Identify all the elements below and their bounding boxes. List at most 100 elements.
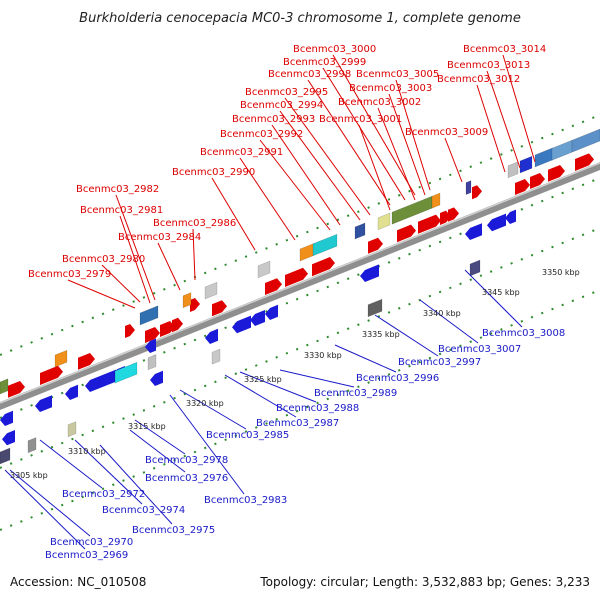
gene-box [534, 147, 554, 168]
accession-text: Accession: NC_010508 [10, 575, 146, 589]
gene-box [354, 222, 366, 240]
gene-label-forward: Bcenmc03_2984 [118, 232, 201, 243]
gene-label-forward: Bcenmc03_3002 [338, 97, 421, 108]
scale-tick-label: 3320 kbp [186, 399, 224, 408]
leader-line [211, 177, 256, 251]
gene-box [204, 281, 218, 300]
leader-line [374, 314, 439, 357]
scale-tick-label: 3335 kbp [362, 330, 400, 339]
gene-label-forward: Bcenmc03_2982 [76, 184, 159, 195]
gene-forward-arrow [78, 353, 95, 370]
gene-label-reverse: Bcenmc03_2989 [314, 388, 397, 399]
gene-forward-arrow [125, 324, 135, 338]
gene-label-forward: Bcenmc03_3012 [437, 74, 520, 85]
gene-box [67, 421, 77, 438]
gene-label-forward: Bcenmc03_3009 [405, 127, 488, 138]
leader-line [239, 157, 296, 241]
gene-reverse-arrow [505, 209, 516, 224]
gene-box [139, 305, 159, 326]
gene-forward-arrow [145, 327, 160, 343]
gene-features [0, 128, 600, 465]
gene-reverse-arrow [150, 370, 163, 386]
gene-label-forward: Bcenmc03_3014 [463, 44, 546, 55]
leader-line [67, 279, 136, 309]
leader-line [279, 369, 355, 388]
gene-box [551, 139, 573, 161]
leader-line [129, 429, 186, 473]
gene-box [54, 349, 68, 368]
scale-tick-label: 3315 kbp [128, 422, 166, 431]
gene-box [27, 437, 37, 454]
leader-line [419, 299, 479, 344]
gene-forward-arrow [312, 257, 335, 277]
gene-label-forward: Bcenmc03_2990 [172, 167, 255, 178]
gene-forward-arrow [575, 153, 594, 171]
leader-line [39, 439, 103, 489]
gene-label-reverse: Bcenmc03_2987 [256, 418, 339, 429]
gene-box [431, 192, 441, 209]
scale-tick-label: 3345 kbp [482, 288, 520, 297]
leader-line [224, 374, 297, 418]
gene-forward-arrow [285, 267, 308, 287]
leader-line [395, 79, 431, 191]
gene-label-reverse: Bcenmc03_3007 [438, 344, 521, 355]
gene-box [299, 243, 315, 262]
gene-forward-arrow [160, 321, 175, 337]
gene-forward-arrow [172, 317, 183, 333]
gene-forward-arrow [448, 207, 459, 222]
gene-reverse-arrow [0, 410, 13, 426]
leader-line [334, 344, 397, 373]
gene-label-reverse: Bcenmc03_2972 [62, 489, 145, 500]
gene-forward-arrow [40, 365, 63, 385]
gene-reverse-arrow [85, 369, 116, 392]
gene-box [377, 212, 391, 231]
leader-line [99, 444, 173, 525]
gene-box [465, 180, 472, 195]
label-leader-lines [4, 54, 536, 550]
gene-label-forward: Bcenmc03_2994 [240, 100, 323, 111]
gene-reverse-arrow [232, 315, 251, 334]
gene-box [182, 292, 192, 309]
leader-line [444, 137, 463, 183]
leader-line [388, 93, 426, 196]
scale-tick-label: 3325 kbp [244, 375, 282, 384]
gene-box [211, 348, 221, 365]
gene-label-forward: Bcenmc03_2979 [28, 269, 111, 280]
gene-box [147, 354, 157, 371]
gene-label-forward: Bcenmc03_3013 [447, 60, 530, 71]
gene-label-reverse: Bcenmc03_2976 [145, 473, 228, 484]
gene-label-reverse: Bcenmc03_3008 [482, 328, 565, 339]
gene-label-reverse: Bcenmc03_2996 [356, 373, 439, 384]
gene-label-forward: Bcenmc03_2991 [200, 147, 283, 158]
gene-forward-arrow [212, 300, 227, 317]
gene-box [469, 259, 481, 277]
gene-label-forward: Bcenmc03_3000 [293, 44, 376, 55]
gene-reverse-arrow [145, 338, 156, 353]
genome-summary-text: Topology: circular; Length: 3,532,883 bp… [259, 575, 590, 589]
gene-label-reverse: Bcenmc03_2985 [206, 430, 289, 441]
gene-label-forward: Bcenmc03_2986 [153, 218, 236, 229]
backbone-highlight [0, 162, 600, 404]
gene-reverse-arrow [205, 328, 218, 344]
gene-box [312, 233, 338, 257]
gene-label-reverse: Bcenmc03_2988 [276, 403, 359, 414]
leader-line [157, 242, 181, 291]
gene-box [571, 128, 600, 153]
gene-forward-arrow [265, 278, 282, 295]
gene-forward-arrow [418, 214, 441, 234]
gene-reverse-arrow [250, 310, 265, 326]
scale-tick-label: 3350 kbp [542, 268, 580, 277]
leader-line [115, 194, 156, 301]
gene-box [257, 260, 271, 279]
gene-forward-arrow [397, 224, 416, 243]
gene-box [507, 161, 519, 179]
gene-labels: Bcenmc03_3014 Bcenmc03_3013 Bcenmc03_3012 B… [28, 44, 565, 561]
gene-label-forward: Bcenmc03_3003 [349, 83, 432, 94]
gene-forward-arrow [368, 237, 383, 254]
leader-line [239, 371, 317, 403]
leader-line [134, 419, 186, 455]
gene-reverse-arrow [265, 304, 278, 320]
gene-label-reverse: Bcenmc03_2970 [50, 537, 133, 548]
gene-reverse-arrow [2, 430, 15, 446]
